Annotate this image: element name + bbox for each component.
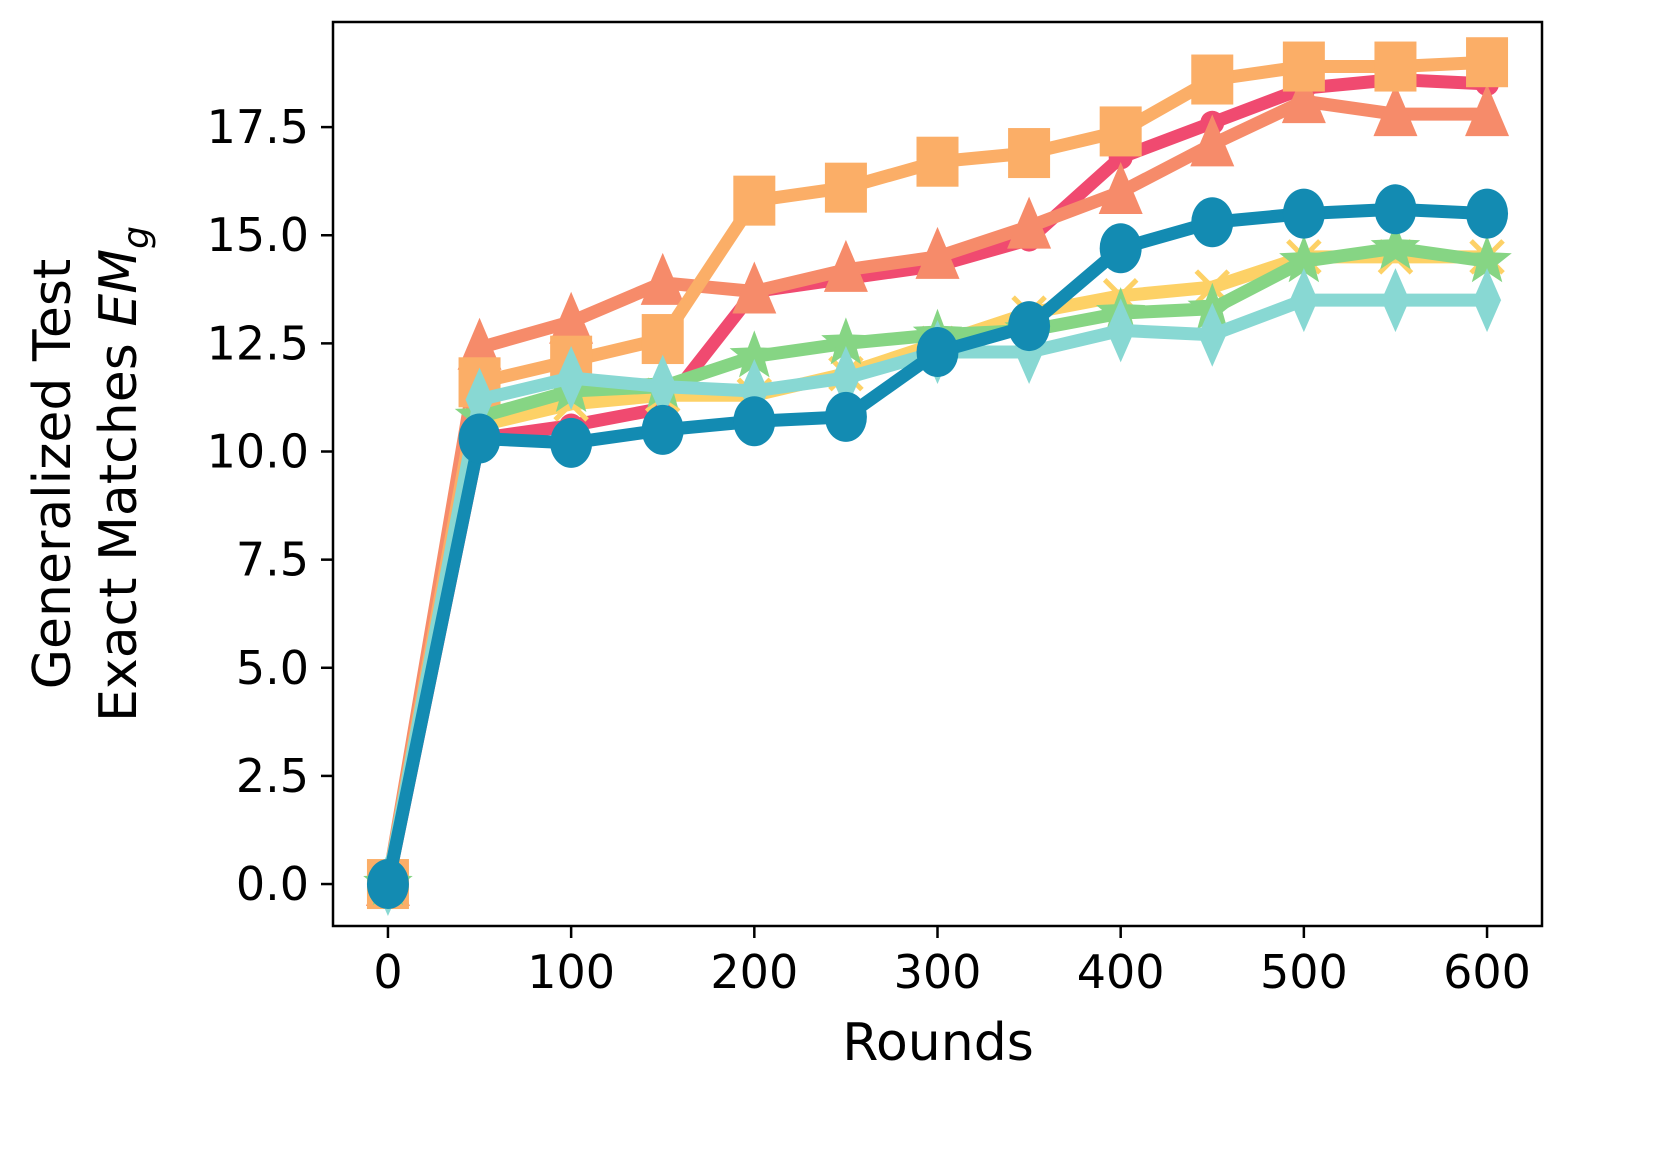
y-tick-label: 12.5 <box>207 316 309 370</box>
data-point <box>821 317 871 365</box>
y-tick-label: 0.0 <box>236 857 309 911</box>
data-point <box>1099 223 1142 274</box>
y-tick-label: 17.5 <box>207 100 309 154</box>
x-tick-label: 100 <box>527 945 615 999</box>
data-point <box>1462 235 1512 283</box>
series-layer <box>363 37 1512 917</box>
data-point <box>1106 298 1135 363</box>
y-tick-label: 15.0 <box>207 208 309 262</box>
y-tick-label: 10.0 <box>207 425 309 479</box>
data-point <box>1099 106 1142 157</box>
series-line <box>381 73 1488 886</box>
data-point <box>1191 197 1234 248</box>
data-point <box>1190 114 1235 167</box>
data-point <box>1281 71 1326 124</box>
data-point <box>915 226 960 279</box>
data-point <box>1008 128 1051 179</box>
data-point <box>458 413 501 464</box>
x-tick-label: 0 <box>373 945 402 999</box>
x-tick-label: 600 <box>1443 945 1531 999</box>
data-point <box>916 327 959 378</box>
y-axis-label-subscript: g <box>116 226 157 249</box>
data-point <box>733 175 776 226</box>
series-circle-6 <box>366 184 1509 910</box>
y-axis-label-line2: Exact Matches EMg <box>89 226 157 722</box>
data-point <box>1370 222 1421 270</box>
data-point <box>648 354 677 419</box>
series-line <box>381 293 1488 886</box>
data-point <box>457 317 502 370</box>
data-point <box>1198 302 1227 367</box>
y-tick-label: 5.0 <box>236 641 309 695</box>
data-point <box>641 404 684 455</box>
data-point <box>1008 301 1051 352</box>
x-axis-label: Rounds <box>842 1013 1034 1073</box>
y-tick-label: 2.5 <box>236 749 309 803</box>
x-tick-label: 500 <box>1260 945 1348 999</box>
data-point <box>1381 268 1410 333</box>
y-axis-label-line1: Generalized Test <box>23 259 83 690</box>
data-point <box>823 239 868 292</box>
data-point <box>640 252 685 305</box>
data-point <box>549 291 594 344</box>
data-point <box>557 345 586 410</box>
data-point <box>1466 188 1509 239</box>
y-axis-label-text: Exact Matches <box>89 327 149 722</box>
y-axis-label-math: EM <box>89 249 149 327</box>
x-tick-label: 400 <box>1077 945 1165 999</box>
data-point <box>1374 41 1417 92</box>
data-point <box>1282 41 1325 92</box>
data-point <box>1289 268 1318 333</box>
data-point <box>1465 84 1510 137</box>
data-point <box>550 417 593 468</box>
data-point <box>824 162 867 213</box>
data-point <box>1282 188 1325 239</box>
data-point <box>1007 196 1052 249</box>
x-tick-label: 200 <box>710 945 798 999</box>
data-point <box>1374 184 1417 235</box>
data-point <box>824 391 867 442</box>
data-point <box>729 330 779 378</box>
x-axis: 0 100 200 300 400 500 600 <box>373 926 1531 999</box>
y-tick-label: 7.5 <box>236 533 309 587</box>
data-point <box>1098 161 1143 214</box>
data-point <box>732 261 777 314</box>
data-point <box>733 396 776 447</box>
data-point <box>916 136 959 187</box>
data-point <box>1279 235 1329 283</box>
data-point <box>366 859 409 910</box>
series-circle-small-0 <box>375 67 1500 897</box>
data-point <box>1473 268 1502 333</box>
data-point <box>1466 37 1509 88</box>
series-square-2 <box>366 37 1509 910</box>
y-axis: 0.0 2.5 5.0 7.5 10.0 12.5 15.0 17.5 <box>207 100 333 911</box>
x-tick-label: 300 <box>894 945 982 999</box>
data-point <box>1373 84 1418 137</box>
series-triangle-1 <box>365 71 1510 907</box>
data-point <box>1191 54 1234 105</box>
